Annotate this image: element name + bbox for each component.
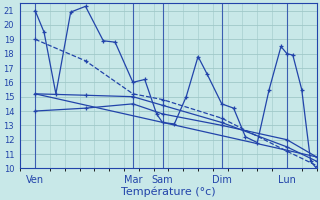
- X-axis label: Température (°c): Température (°c): [121, 186, 216, 197]
